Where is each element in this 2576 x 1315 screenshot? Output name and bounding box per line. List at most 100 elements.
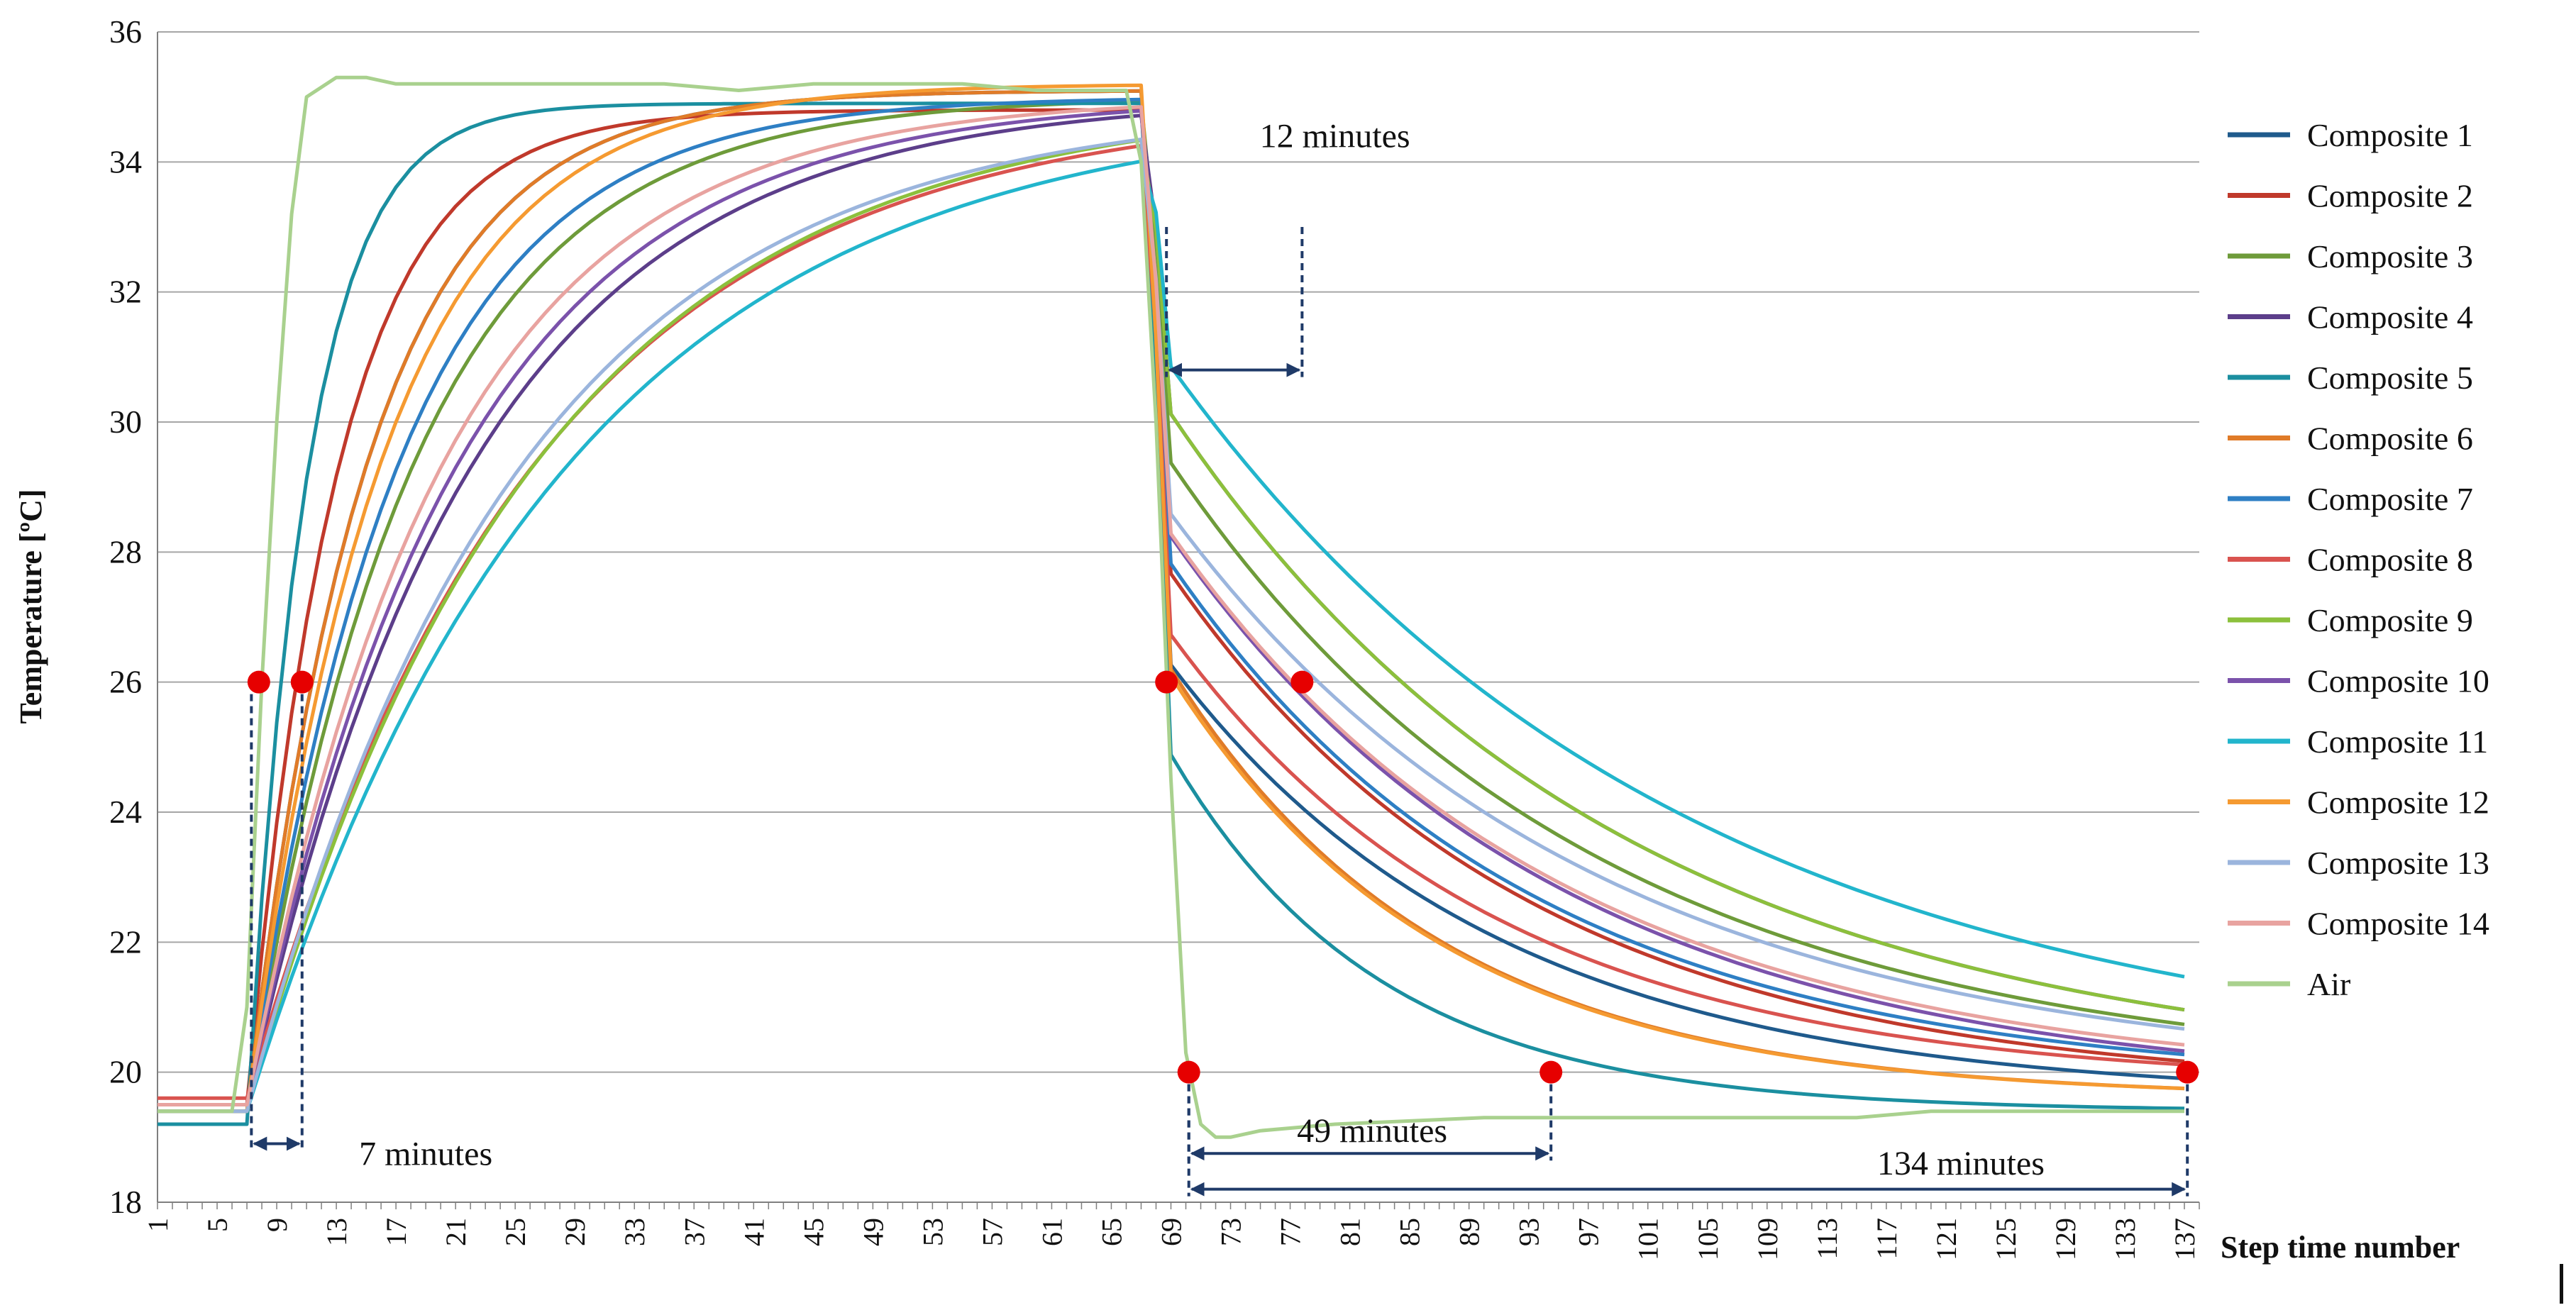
text-cursor-mark	[2560, 1264, 2563, 1304]
y-tick-label: 34	[109, 143, 142, 179]
interval-annotations: 7 minutes 12 minutes 49 minutes 134 minutes	[250, 118, 2189, 1197]
x-tick-label: 109	[1752, 1218, 1784, 1260]
x-tick-label: 1	[142, 1218, 174, 1232]
series-line-composite-2	[157, 108, 2185, 1106]
y-tick-label: 30	[109, 404, 142, 440]
y-tick-label: 18	[109, 1184, 142, 1220]
legend-label: Composite 11	[2307, 723, 2488, 760]
legend-item: Composite 1	[2228, 117, 2473, 153]
y-tick-label: 20	[109, 1054, 142, 1090]
y-tick-label: 28	[109, 533, 142, 570]
interval-label: 7 minutes	[359, 1135, 492, 1172]
x-tick-label: 69	[1155, 1218, 1187, 1246]
marker-point	[1539, 1060, 1563, 1084]
x-tick-label: 65	[1095, 1218, 1127, 1246]
x-tick-label: 97	[1573, 1218, 1605, 1246]
interval-label: 49 minutes	[1297, 1112, 1447, 1150]
x-tick-label: 137	[2169, 1218, 2201, 1260]
legend: Composite 1 Composite 2 Composite 3 Composi…	[2228, 117, 2489, 1002]
x-tick-label: 101	[1632, 1218, 1664, 1260]
markers	[247, 670, 2199, 1084]
x-tick-label: 49	[857, 1218, 889, 1246]
x-tick-label: 105	[1692, 1218, 1724, 1260]
legend-label: Composite 13	[2307, 845, 2489, 881]
legend-item: Composite 11	[2228, 723, 2488, 760]
x-tick-label: 77	[1275, 1218, 1307, 1246]
legend-item: Composite 7	[2228, 481, 2473, 517]
x-tick-label: 33	[619, 1218, 651, 1246]
interval-2: 12 minutes	[1165, 118, 1410, 377]
x-tick-label: 133	[2109, 1218, 2141, 1260]
legend-label: Composite 8	[2307, 542, 2473, 578]
legend-item: Composite 4	[2228, 299, 2473, 335]
series-line-composite-9	[157, 138, 2185, 1114]
x-tick-label: 53	[917, 1218, 949, 1246]
x-tick-label: 45	[797, 1218, 829, 1246]
x-tick-label: 57	[976, 1218, 1008, 1246]
x-tick-label: 25	[499, 1218, 531, 1246]
legend-label: Composite 4	[2307, 299, 2473, 335]
x-tick-label: 21	[440, 1218, 472, 1246]
legend-item: Composite 3	[2228, 238, 2473, 274]
y-tick-label: 36	[109, 13, 142, 50]
interval-1: 7 minutes	[250, 682, 492, 1172]
x-tick-label: 93	[1513, 1218, 1545, 1246]
legend-label: Composite 10	[2307, 663, 2489, 699]
x-tick-label: 125	[1990, 1218, 2022, 1260]
legend-item: Composite 6	[2228, 421, 2473, 457]
legend-item: Air	[2228, 966, 2350, 1002]
series-line-air	[157, 75, 2184, 1139]
x-tick-label: 121	[1930, 1218, 1962, 1260]
series-lines	[157, 75, 2185, 1139]
x-tick-label: 113	[1811, 1218, 1843, 1260]
y-tick-label: 26	[109, 664, 142, 700]
x-tick-label: 5	[201, 1218, 233, 1232]
y-tick-labels: 18 20 22 24 26 28 30 32 34 36	[109, 13, 142, 1220]
marker-point	[290, 670, 314, 694]
marker-point	[1177, 1060, 1200, 1084]
x-tick-label: 29	[559, 1218, 591, 1246]
legend-item: Composite 13	[2228, 845, 2489, 881]
x-tick-label: 117	[1871, 1218, 1903, 1260]
x-tick-label: 129	[2050, 1218, 2082, 1260]
x-tick-label: 85	[1394, 1218, 1426, 1246]
series-line-composite-3	[157, 99, 2185, 1114]
legend-label: Composite 14	[2307, 906, 2489, 942]
legend-item: Composite 12	[2228, 784, 2489, 821]
legend-label: Air	[2307, 966, 2350, 1002]
series-line-composite-7	[157, 97, 2185, 1114]
legend-label: Composite 12	[2307, 784, 2489, 821]
marker-point	[247, 670, 270, 694]
legend-label: Composite 3	[2307, 238, 2473, 274]
interval-4: 134 minutes	[1187, 1072, 2189, 1197]
marker-point	[2176, 1060, 2199, 1084]
interval-label: 134 minutes	[1877, 1145, 2045, 1182]
legend-label: Composite 6	[2307, 421, 2473, 457]
marker-point	[1155, 670, 1178, 694]
y-tick-label: 22	[109, 923, 142, 960]
y-tick-label: 32	[109, 274, 142, 310]
interval-3: 49 minutes	[1187, 1072, 1553, 1161]
legend-item: Composite 8	[2228, 542, 2473, 578]
legend-label: Composite 9	[2307, 602, 2473, 638]
legend-item: Composite 9	[2228, 602, 2473, 638]
legend-item: Composite 2	[2228, 178, 2473, 214]
x-tick-label: 89	[1454, 1218, 1486, 1246]
x-tick-labels: 1 5 9 13 17 21 25 29 33 37 41 45 49 53 57 61 65 69 73 77 81 8…	[142, 1218, 2201, 1260]
x-tick-label: 9	[261, 1218, 293, 1232]
interval-label: 12 minutes	[1260, 118, 1410, 155]
legend-label: Composite 2	[2307, 178, 2473, 214]
x-tick-label: 61	[1036, 1218, 1068, 1246]
legend-item: Composite 5	[2228, 360, 2473, 396]
x-tick-label: 17	[380, 1218, 412, 1246]
legend-item: Composite 10	[2228, 663, 2489, 699]
legend-label: Composite 5	[2307, 360, 2473, 396]
x-tick-label: 37	[678, 1218, 710, 1246]
x-tick-label: 73	[1215, 1218, 1247, 1246]
y-axis-title: Temperature [ºC]	[13, 489, 48, 723]
marker-point	[1290, 670, 1314, 694]
y-tick-label: 24	[109, 794, 142, 830]
x-axis-title: Step time number	[2221, 1230, 2460, 1265]
